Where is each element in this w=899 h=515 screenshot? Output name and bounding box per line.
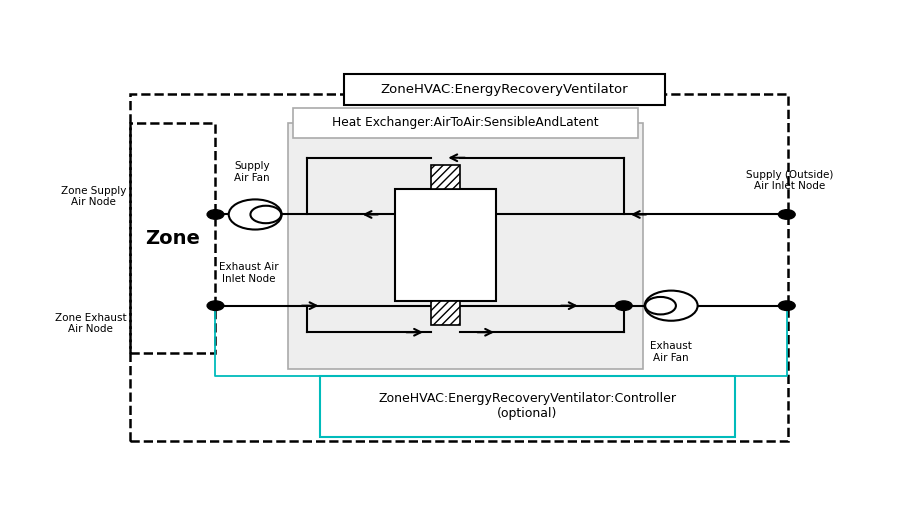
Text: Zone Exhaust
Air Node: Zone Exhaust Air Node: [55, 313, 126, 334]
FancyBboxPatch shape: [343, 75, 665, 106]
Text: Zone Supply
Air Node: Zone Supply Air Node: [61, 186, 126, 208]
Circle shape: [207, 210, 224, 219]
Circle shape: [228, 199, 281, 230]
Circle shape: [207, 301, 224, 311]
Circle shape: [251, 205, 281, 223]
Text: Heat Exchanger:AirToAir:SensibleAndLatent: Heat Exchanger:AirToAir:SensibleAndLaten…: [333, 116, 599, 129]
Text: Exhaust Air
Inlet Node: Exhaust Air Inlet Node: [219, 262, 279, 284]
Circle shape: [616, 301, 632, 311]
Text: Supply
Air Fan: Supply Air Fan: [234, 161, 270, 183]
FancyBboxPatch shape: [320, 376, 734, 437]
Text: ZoneHVAC:EnergyRecoveryVentilator:Controller
(optional): ZoneHVAC:EnergyRecoveryVentilator:Contro…: [378, 392, 676, 420]
Text: Exhaust
Air Fan: Exhaust Air Fan: [650, 341, 692, 363]
Bar: [431, 165, 460, 190]
Text: ZoneHVAC:EnergyRecoveryVentilator: ZoneHVAC:EnergyRecoveryVentilator: [381, 83, 628, 96]
FancyBboxPatch shape: [288, 123, 644, 369]
Circle shape: [645, 297, 676, 315]
Bar: [396, 190, 495, 301]
FancyBboxPatch shape: [293, 108, 638, 138]
Bar: [431, 301, 460, 325]
Circle shape: [779, 210, 795, 219]
Circle shape: [645, 290, 698, 321]
Circle shape: [779, 301, 795, 311]
Text: Supply (Outside)
Air Inlet Node: Supply (Outside) Air Inlet Node: [746, 170, 833, 192]
Text: Zone: Zone: [146, 229, 200, 248]
